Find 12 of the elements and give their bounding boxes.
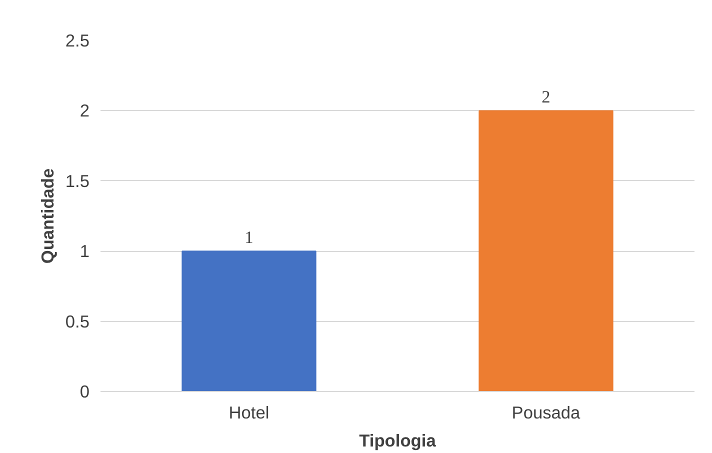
y-tick-label: 0 — [80, 382, 90, 402]
y-tick-label: 1 — [80, 241, 90, 262]
data-label: 1 — [244, 228, 254, 248]
y-tick-label: 0.5 — [65, 311, 90, 332]
y-tick-label: 2.5 — [65, 30, 90, 50]
x-axis-title: Tipologia — [359, 430, 436, 450]
y-tick-label: 1.5 — [65, 170, 90, 191]
y-tick-label: 2 — [80, 100, 90, 121]
y-axis-title: Quantidade — [37, 168, 58, 264]
x-tick-label: Pousada — [512, 402, 581, 422]
data-label: 2 — [542, 88, 550, 107]
x-tick-label: Hotel — [228, 402, 270, 422]
